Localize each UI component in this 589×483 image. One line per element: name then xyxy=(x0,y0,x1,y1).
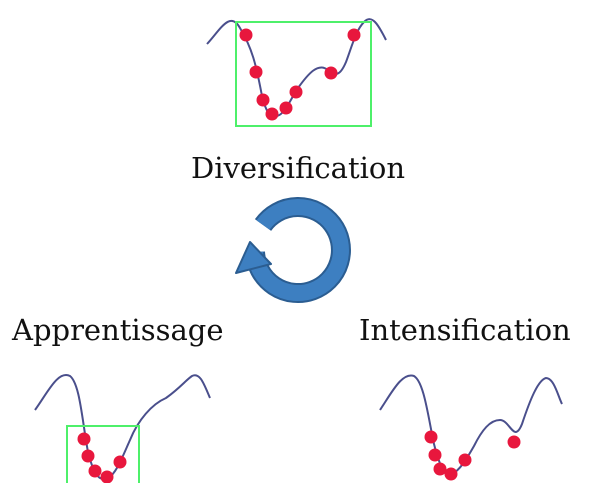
sample-point xyxy=(81,449,95,463)
sample-point xyxy=(88,464,102,478)
sample-point xyxy=(347,28,361,42)
sample-point xyxy=(324,66,338,80)
learning-curve xyxy=(34,374,211,481)
sample-point xyxy=(249,65,263,79)
circular-arrow-icon xyxy=(235,197,351,304)
diversification-selection-box xyxy=(235,21,372,127)
sample-point xyxy=(433,462,447,476)
sample-point xyxy=(77,432,91,446)
cycle-arrowhead xyxy=(235,241,272,274)
learning-panel xyxy=(34,374,211,483)
sample-point xyxy=(428,448,442,462)
sample-point xyxy=(458,453,472,467)
sample-point xyxy=(113,455,127,469)
sample-point xyxy=(424,430,438,444)
sample-point xyxy=(279,101,293,115)
diversification-label: Diversification xyxy=(191,151,405,185)
sample-point xyxy=(239,28,253,42)
cycle-arrow-ring-fill xyxy=(247,199,349,302)
sample-point xyxy=(507,435,521,449)
sample-point xyxy=(256,93,270,107)
sample-point xyxy=(100,470,114,483)
diversification-sample-points xyxy=(239,28,361,121)
intensification-label: Intensification xyxy=(359,313,571,347)
learning-sample-points xyxy=(77,432,127,483)
learning-selection-box xyxy=(66,425,140,483)
intensification-panel xyxy=(379,374,563,481)
diversification-panel xyxy=(206,18,387,127)
sample-point xyxy=(265,107,279,121)
sample-point xyxy=(444,467,458,481)
intensification-sample-points xyxy=(424,430,521,481)
intensification-curve xyxy=(379,374,563,476)
learning-label: Apprentissage xyxy=(11,313,223,347)
sample-point xyxy=(289,85,303,99)
